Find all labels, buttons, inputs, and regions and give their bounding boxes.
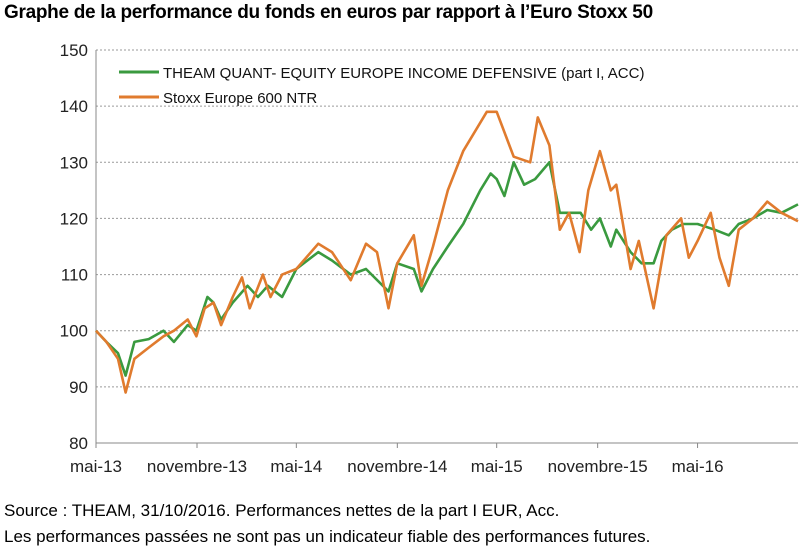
y-tick-label: 130	[60, 153, 88, 172]
x-tick-label: mai-16	[672, 457, 724, 476]
chart-title: Graphe de la performance du fonds en eur…	[4, 2, 653, 23]
x-tick-label: novembre-13	[147, 457, 247, 476]
x-tick-label: mai-14	[270, 457, 322, 476]
y-tick-label: 90	[69, 378, 88, 397]
x-tick-label: mai-15	[471, 457, 523, 476]
legend-label: THEAM QUANT- EQUITY EUROPE INCOME DEFENS…	[163, 65, 644, 82]
y-tick-label: 110	[61, 266, 88, 285]
legend-label: Stoxx Europe 600 NTR	[163, 90, 317, 107]
series-line-1	[95, 110, 799, 394]
y-tick-label: 140	[60, 97, 88, 116]
disclaimer-note: Les performances passées ne sont pas un …	[4, 527, 651, 546]
x-tick-label: novembre-15	[548, 457, 648, 476]
x-tick-label: mai-13	[70, 457, 122, 476]
y-tick-label: 150	[60, 41, 88, 60]
line-chart: 80 90 100 110 120 130 140 150 mai-13 novembre-13 m…	[60, 41, 799, 476]
y-tick-label: 80	[69, 434, 88, 453]
source-note: Source : THEAM, 31/10/2016. Performances…	[4, 501, 560, 520]
y-tick-label: 120	[60, 209, 88, 228]
x-tick-label: novembre-14	[347, 457, 447, 476]
y-tick-label: 100	[60, 322, 88, 341]
